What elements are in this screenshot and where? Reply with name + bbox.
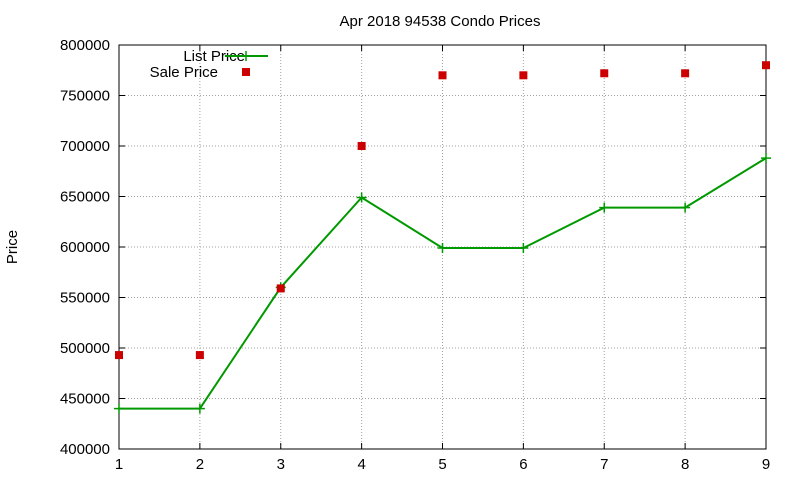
x-tick-label: 6: [519, 456, 527, 473]
legend-marker-sale-price: [242, 68, 250, 76]
list-price-point: [437, 243, 448, 254]
y-tick-label: 650000: [60, 189, 110, 206]
list-price-point: [518, 243, 529, 254]
y-axis-label: Price: [4, 230, 21, 264]
tick-labels: 1 2 3 4 5 6 7 8 9 400000 450000 500000 550000 600000 6…: [60, 37, 770, 473]
list-price-point: [680, 202, 691, 213]
x-tick-label: 4: [357, 456, 365, 473]
y-tick-label: 800000: [60, 37, 110, 54]
legend-label-sale-price: Sale Price: [150, 64, 218, 81]
axes: [118, 44, 767, 450]
list-price-point: [194, 403, 205, 414]
y-tick-label: 700000: [60, 138, 110, 155]
x-tick-label: 3: [277, 456, 285, 473]
sale-price-point: [276, 284, 285, 293]
y-tick-label: 400000: [60, 441, 110, 458]
legend-marker-list-price: [241, 51, 251, 61]
sale-price-point: [115, 351, 123, 360]
legend-label-list-price: List Price: [183, 48, 245, 65]
x-tick-label: 1: [115, 456, 123, 473]
list-price-point: [761, 153, 771, 164]
y-tick-label: 450000: [60, 391, 110, 408]
sale-price-point: [600, 69, 609, 78]
sale-price-point: [681, 69, 690, 78]
list-price-point: [114, 403, 124, 414]
data-series: [114, 61, 771, 414]
y-tick-label: 500000: [60, 340, 110, 357]
sale-price-point: [438, 71, 447, 80]
y-tick-label: 600000: [60, 239, 110, 256]
list-price-point: [599, 202, 610, 213]
x-tick-label: 7: [600, 456, 608, 473]
sale-price-point: [519, 71, 528, 80]
x-tick-label: 2: [196, 456, 204, 473]
y-tick-label: 750000: [60, 88, 110, 105]
sale-price-point: [195, 351, 204, 360]
y-tick-label: 550000: [60, 290, 110, 307]
sale-price-point: [762, 61, 770, 70]
x-tick-label: 9: [762, 456, 770, 473]
list-price-point: [356, 192, 367, 203]
x-tick-label: 5: [438, 456, 446, 473]
sale-price-point: [357, 142, 366, 150]
x-tick-label: 8: [681, 456, 689, 473]
chart-title: Apr 2018 94538 Condo Prices: [340, 13, 541, 30]
